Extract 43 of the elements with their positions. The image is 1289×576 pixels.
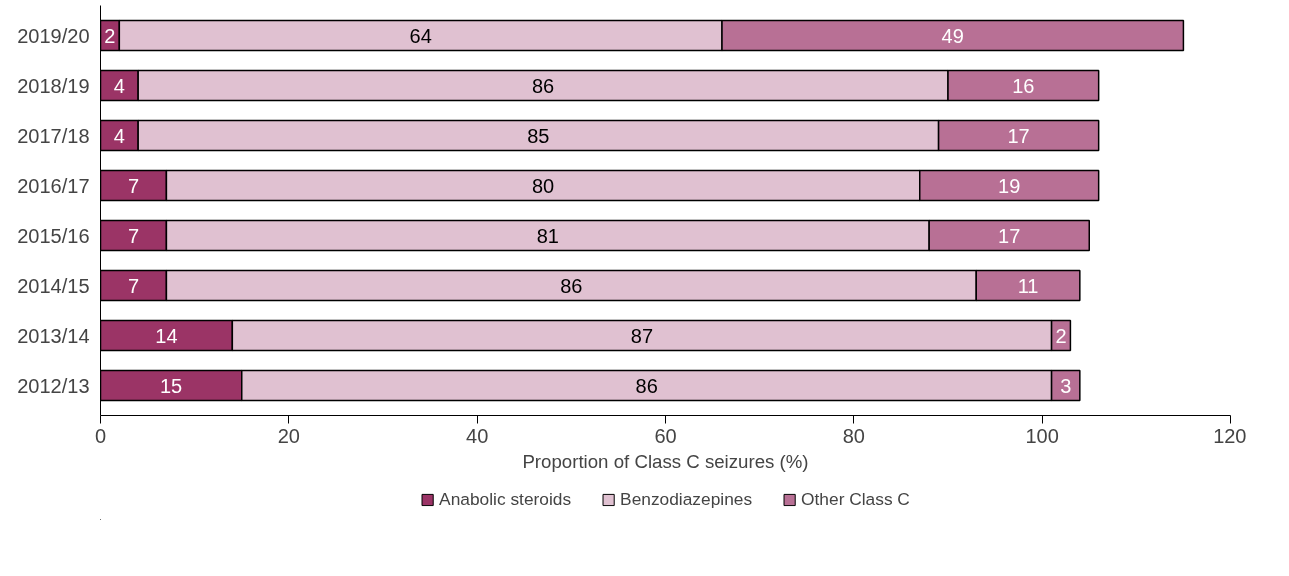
data-label: 64 [409, 24, 432, 47]
data-label: 16 [1012, 74, 1035, 97]
data-label: 80 [531, 174, 555, 197]
data-label: 2 [104, 24, 116, 47]
data-label: 14 [155, 324, 178, 347]
x-tick-label: 120 [1213, 424, 1247, 447]
data-label: 17 [1007, 124, 1030, 147]
y-tick-label: 2013/14 [17, 324, 90, 347]
x-tick-label: 80 [842, 424, 865, 447]
data-label: 4 [113, 124, 125, 147]
data-label: 86 [531, 74, 555, 97]
data-label: 19 [998, 174, 1021, 197]
data-label: 3 [1060, 374, 1072, 397]
y-tick-label: 2017/18 [17, 124, 90, 147]
data-label: 4 [113, 74, 125, 97]
data-label: 17 [998, 224, 1021, 247]
legend-label: Anabolic steroids [439, 488, 572, 510]
data-label: 81 [536, 224, 559, 247]
data-label: 15 [160, 374, 183, 397]
y-tick-label: 2015/16 [17, 224, 90, 247]
legend-label: Benzodiazepines [620, 488, 753, 510]
y-tick-label: 2019/20 [17, 24, 90, 47]
data-label: 7 [127, 274, 140, 297]
y-tick-label: 2012/13 [17, 374, 90, 397]
y-tick-label: 2014/15 [17, 274, 90, 297]
data-label: 86 [560, 274, 583, 297]
legend-label: Other Class C [801, 488, 910, 510]
x-tick-label: 60 [654, 424, 677, 447]
x-tick-label: 40 [466, 424, 489, 447]
data-label: 87 [630, 324, 654, 347]
data-label: 7 [127, 174, 140, 197]
data-label: 86 [635, 374, 658, 397]
y-tick-label: 2018/19 [17, 74, 90, 97]
data-label: 2 [1055, 324, 1067, 347]
y-tick-label: 2016/17 [17, 174, 90, 197]
data-label: 49 [941, 24, 964, 47]
x-axis-title: Proportion of Class C seizures (%) [522, 450, 809, 472]
data-label: 85 [527, 124, 550, 147]
data-label: 11 [1017, 274, 1039, 297]
x-tick-label: 100 [1025, 424, 1059, 447]
data-label: 7 [127, 224, 140, 247]
x-tick-label: 0 [94, 424, 107, 447]
x-tick-label: 20 [277, 424, 300, 447]
